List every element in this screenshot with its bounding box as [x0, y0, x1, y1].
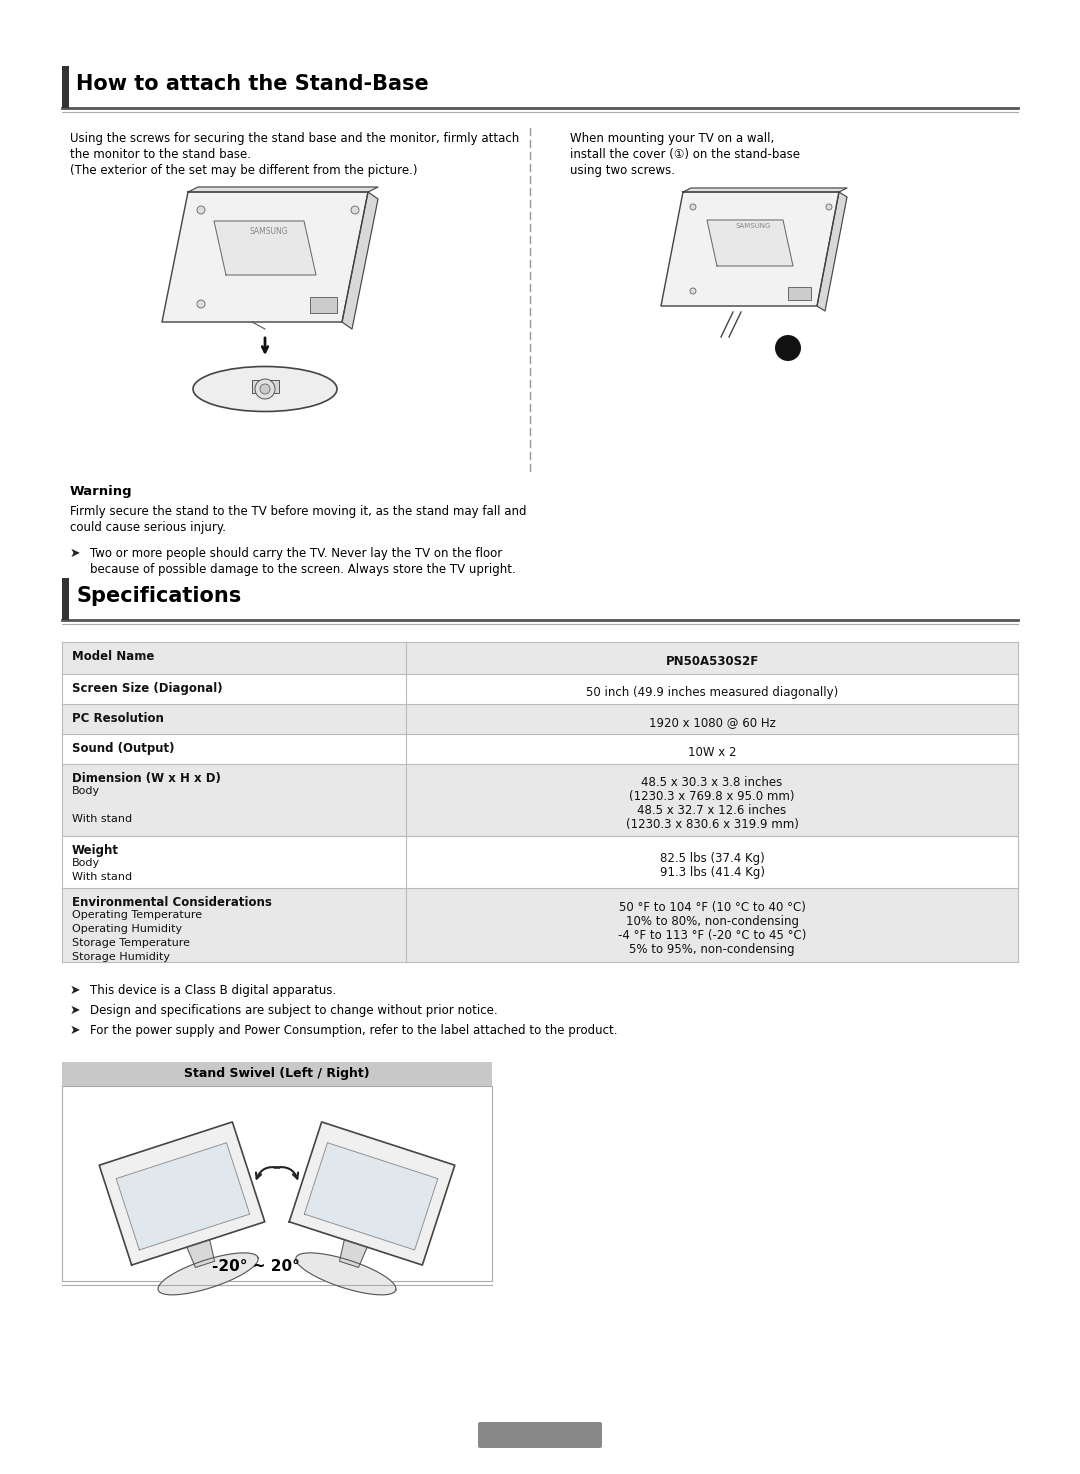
Text: Body: Body: [72, 786, 100, 796]
Text: Using the screws for securing the stand base and the monitor, firmly attach: Using the screws for securing the stand …: [70, 133, 519, 144]
Text: Screen Size (Diagonal): Screen Size (Diagonal): [72, 682, 222, 696]
Polygon shape: [339, 1240, 367, 1268]
Text: SAMSUNG: SAMSUNG: [249, 227, 288, 236]
Text: 1920 x 1080 @ 60 Hz: 1920 x 1080 @ 60 Hz: [649, 716, 775, 730]
Polygon shape: [661, 192, 839, 307]
Text: Body: Body: [72, 858, 100, 868]
Bar: [62, 836, 1018, 887]
Text: the monitor to the stand base.: the monitor to the stand base.: [70, 147, 251, 161]
Polygon shape: [99, 1122, 265, 1265]
Text: 82.5 lbs (37.4 Kg): 82.5 lbs (37.4 Kg): [660, 852, 765, 865]
Polygon shape: [683, 189, 847, 192]
Polygon shape: [707, 220, 793, 265]
Polygon shape: [296, 1253, 396, 1294]
Text: 10W x 2: 10W x 2: [688, 746, 737, 759]
Bar: [62, 705, 1018, 734]
Text: Stand Swivel (Left / Right): Stand Swivel (Left / Right): [185, 1067, 369, 1080]
Text: How to attach the Stand-Base: How to attach the Stand-Base: [76, 74, 429, 94]
Text: Environmental Considerations: Environmental Considerations: [72, 896, 272, 909]
Text: 48.5 x 30.3 x 3.8 inches: 48.5 x 30.3 x 3.8 inches: [642, 775, 783, 789]
Polygon shape: [162, 192, 368, 321]
Text: For the power supply and Power Consumption, refer to the label attached to the p: For the power supply and Power Consumpti…: [90, 1024, 618, 1038]
Text: Two or more people should carry the TV. Never lay the TV on the floor: Two or more people should carry the TV. …: [90, 547, 502, 560]
Polygon shape: [214, 221, 316, 276]
Circle shape: [775, 335, 801, 361]
Text: ➤: ➤: [70, 1024, 81, 1038]
Text: Design and specifications are subject to change without prior notice.: Design and specifications are subject to…: [90, 1004, 498, 1017]
Text: Operating Humidity: Operating Humidity: [72, 924, 183, 935]
Circle shape: [260, 385, 270, 394]
Bar: [62, 764, 1018, 836]
Polygon shape: [158, 1253, 258, 1294]
Bar: [62, 643, 1018, 674]
Circle shape: [690, 203, 696, 209]
Text: This device is a Class B digital apparatus.: This device is a Class B digital apparat…: [90, 985, 336, 996]
Polygon shape: [188, 187, 378, 192]
Text: -20° ~ 20°: -20° ~ 20°: [212, 1259, 300, 1274]
Text: could cause serious injury.: could cause serious injury.: [70, 520, 226, 534]
Text: (The exterior of the set may be different from the picture.): (The exterior of the set may be differen…: [70, 164, 418, 177]
Bar: [62, 674, 1018, 705]
Text: Storage Humidity: Storage Humidity: [72, 952, 170, 963]
Circle shape: [255, 379, 275, 399]
Text: Operating Temperature: Operating Temperature: [72, 909, 202, 920]
Text: ➤: ➤: [70, 1004, 81, 1017]
Bar: [62, 734, 1018, 764]
Polygon shape: [305, 1142, 437, 1250]
Text: PN50A530S2F: PN50A530S2F: [665, 654, 759, 668]
Text: English - 79: English - 79: [505, 1427, 575, 1440]
Polygon shape: [289, 1122, 455, 1265]
Bar: [62, 578, 69, 621]
Text: (1230.3 x 830.6 x 319.9 mm): (1230.3 x 830.6 x 319.9 mm): [625, 818, 798, 831]
Circle shape: [826, 203, 832, 209]
FancyBboxPatch shape: [478, 1422, 602, 1447]
Text: 48.5 x 32.7 x 12.6 inches: 48.5 x 32.7 x 12.6 inches: [637, 803, 786, 817]
Text: -4 °F to 113 °F (-20 °C to 45 °C): -4 °F to 113 °F (-20 °C to 45 °C): [618, 929, 807, 942]
Text: ➤: ➤: [70, 985, 81, 996]
Bar: [62, 1086, 492, 1281]
Bar: [62, 66, 69, 108]
Text: using two screws.: using two screws.: [570, 164, 675, 177]
Text: 10% to 80%, non-condensing: 10% to 80%, non-condensing: [625, 915, 798, 929]
Polygon shape: [816, 192, 847, 311]
Bar: [62, 1061, 492, 1086]
Text: Storage Temperature: Storage Temperature: [72, 937, 190, 948]
Text: Sound (Output): Sound (Output): [72, 741, 175, 755]
Circle shape: [197, 301, 205, 308]
Polygon shape: [342, 192, 378, 329]
Text: With stand: With stand: [72, 814, 132, 824]
Circle shape: [197, 206, 205, 214]
Text: Dimension (W x H x D): Dimension (W x H x D): [72, 772, 221, 786]
Bar: [310, 296, 337, 312]
Bar: [252, 380, 279, 394]
Text: (1230.3 x 769.8 x 95.0 mm): (1230.3 x 769.8 x 95.0 mm): [630, 790, 795, 803]
Text: 50 °F to 104 °F (10 °C to 40 °C): 50 °F to 104 °F (10 °C to 40 °C): [619, 901, 806, 914]
Text: 50 inch (49.9 inches measured diagonally): 50 inch (49.9 inches measured diagonally…: [586, 685, 838, 699]
Text: 91.3 lbs (41.4 Kg): 91.3 lbs (41.4 Kg): [660, 867, 765, 879]
Circle shape: [690, 287, 696, 293]
Text: When mounting your TV on a wall,: When mounting your TV on a wall,: [570, 133, 774, 144]
Text: Model Name: Model Name: [72, 650, 154, 663]
Circle shape: [351, 206, 359, 214]
Ellipse shape: [193, 367, 337, 411]
Text: 5% to 95%, non-condensing: 5% to 95%, non-condensing: [630, 943, 795, 957]
Bar: [62, 887, 1018, 963]
Text: Firmly secure the stand to the TV before moving it, as the stand may fall and: Firmly secure the stand to the TV before…: [70, 506, 527, 517]
Text: Weight: Weight: [72, 845, 119, 856]
Text: because of possible damage to the screen. Always store the TV upright.: because of possible damage to the screen…: [90, 563, 516, 576]
Text: PC Resolution: PC Resolution: [72, 712, 164, 725]
Bar: [788, 287, 811, 301]
Text: SAMSUNG: SAMSUNG: [735, 223, 771, 228]
Text: Specifications: Specifications: [76, 587, 241, 606]
Text: install the cover (①) on the stand-base: install the cover (①) on the stand-base: [570, 147, 800, 161]
Text: 1: 1: [783, 340, 793, 355]
Text: Warning: Warning: [70, 485, 133, 498]
Polygon shape: [187, 1240, 215, 1268]
Text: ➤: ➤: [70, 547, 81, 560]
Text: With stand: With stand: [72, 873, 132, 881]
Polygon shape: [117, 1142, 249, 1250]
